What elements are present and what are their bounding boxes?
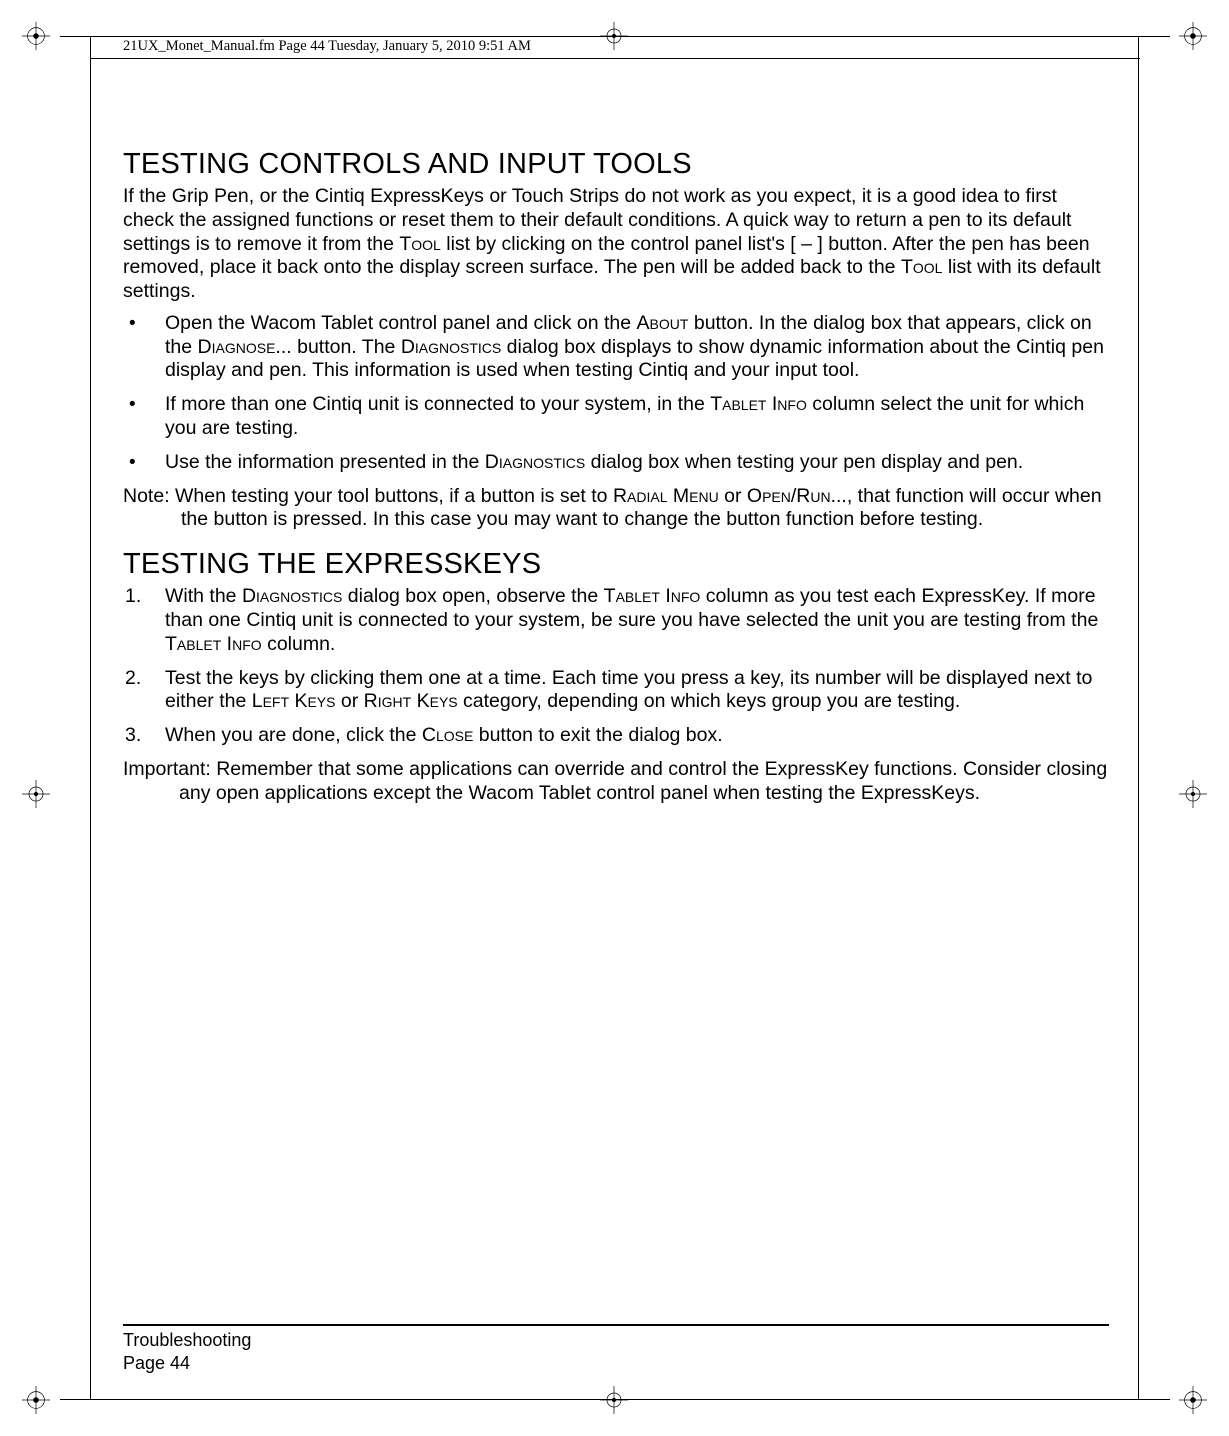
important-paragraph: Important: Remember that some applicatio… (123, 758, 1109, 806)
smallcaps: Tablet Info (165, 633, 262, 655)
text: dialog box open, observe the (342, 585, 603, 607)
text: With the (165, 585, 242, 607)
smallcaps: Right Keys (364, 690, 458, 712)
text: column. (262, 633, 336, 655)
text: If more than one Cintiq unit is connecte… (165, 393, 710, 415)
text: dialog box when testing your pen display… (585, 451, 1023, 473)
crop-mark-icon (600, 1386, 628, 1414)
important-label: Important: (123, 758, 216, 780)
text: Use the information presented in the (165, 451, 485, 473)
crop-line (90, 36, 91, 1400)
text: When you are done, click the (165, 724, 422, 746)
crop-line (1138, 36, 1139, 1400)
smallcaps: Tool (399, 233, 440, 255)
text: or (335, 690, 363, 712)
footer-page: Page 44 (123, 1352, 251, 1375)
crop-line (90, 58, 1140, 59)
list-item: With the Diagnostics dialog box open, ob… (123, 585, 1109, 656)
smallcaps: Left Keys (252, 690, 336, 712)
heading-1: TESTING CONTROLS AND INPUT TOOLS (123, 148, 1109, 181)
footer-section: Troubleshooting (123, 1329, 251, 1352)
heading-2: TESTING THE EXPRESSKEYS (123, 548, 1109, 581)
crop-mark-icon (22, 1386, 50, 1414)
crop-mark-icon (1179, 780, 1207, 808)
text: When testing your tool buttons, if a but… (175, 485, 613, 507)
text: or (719, 485, 747, 507)
smallcaps: Radial Menu (613, 485, 719, 507)
numbered-list: With the Diagnostics dialog box open, ob… (123, 585, 1109, 748)
smallcaps: About (637, 312, 689, 334)
smallcaps: Tablet Info (604, 585, 701, 607)
smallcaps: Open/Run (747, 485, 831, 507)
bullet-list: Open the Wacom Tablet control panel and … (123, 312, 1109, 475)
page-footer: Troubleshooting Page 44 (123, 1329, 251, 1374)
list-item: Test the keys by clicking them one at a … (123, 667, 1109, 715)
text: button to exit the dialog box. (473, 724, 722, 746)
crop-line (60, 36, 1170, 37)
running-head: 21UX_Monet_Manual.fm Page 44 Tuesday, Ja… (123, 38, 531, 55)
note-paragraph: Note: When testing your tool buttons, if… (123, 485, 1109, 533)
smallcaps: Close (422, 724, 473, 746)
crop-mark-icon (22, 22, 50, 50)
list-item: If more than one Cintiq unit is connecte… (123, 393, 1109, 441)
smallcaps: Diagnostics (485, 451, 585, 473)
crop-mark-icon (1179, 22, 1207, 50)
intro-paragraph: If the Grip Pen, or the Cintiq ExpressKe… (123, 185, 1109, 304)
footer-rule (123, 1324, 1109, 1326)
note-label: Note: (123, 485, 175, 507)
list-item: When you are done, click the Close butto… (123, 724, 1109, 748)
smallcaps: Diagnose (198, 336, 276, 358)
list-item: Open the Wacom Tablet control panel and … (123, 312, 1109, 383)
text: Open the Wacom Tablet control panel and … (165, 312, 637, 334)
smallcaps: Tool (901, 256, 942, 278)
crop-line (60, 1399, 1170, 1400)
text: category, depending on which keys group … (458, 690, 961, 712)
smallcaps: Tablet Info (710, 393, 807, 415)
crop-mark-icon (22, 780, 50, 808)
page-content: TESTING CONTROLS AND INPUT TOOLS If the … (123, 148, 1109, 805)
list-item: Use the information presented in the Dia… (123, 451, 1109, 475)
smallcaps: Diagnostics (401, 336, 501, 358)
crop-mark-icon (1179, 1386, 1207, 1414)
smallcaps: Diagnostics (242, 585, 342, 607)
text: Remember that some applications can over… (179, 758, 1107, 804)
text: ... button. The (275, 336, 400, 358)
